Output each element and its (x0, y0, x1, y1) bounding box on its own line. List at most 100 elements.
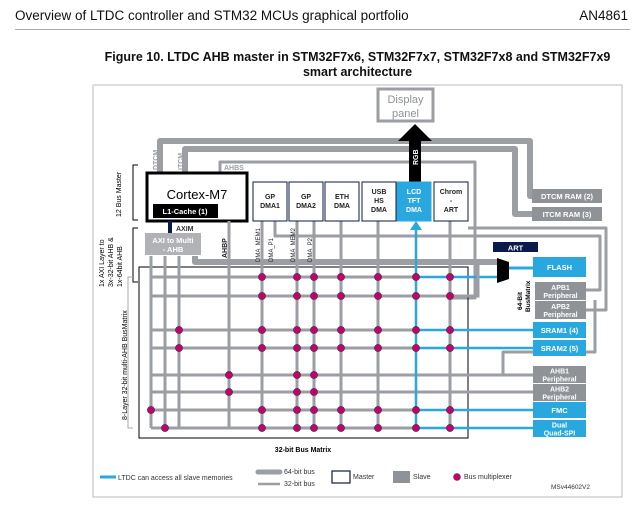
bus-multiplexer-dot (374, 273, 382, 281)
axi-layer-bracket (132, 227, 138, 283)
bus-multiplexer-dot (310, 371, 318, 379)
master-label: GP (301, 194, 311, 201)
bus-multiplexer-dot (293, 292, 301, 300)
master-label: LCD (407, 189, 421, 196)
l1-cache-box (153, 204, 218, 218)
bus-multiplexer-dot (337, 273, 345, 281)
bus-multiplexer-dot (412, 424, 420, 432)
legend-mux: Bus multiplexer (464, 474, 513, 481)
multi-ahb-label: 8-Layer 32-bit multi-AHB BusMatrix (122, 310, 129, 420)
figure-title-line2: smart architecture (302, 65, 413, 79)
bus-multiplexer-dot (258, 424, 266, 432)
bus-multiplexer-dot (258, 326, 266, 334)
bus-multiplexer-dot (258, 273, 266, 281)
bus-multiplexer-dot (310, 292, 318, 300)
flash-label: FLASH (547, 263, 572, 272)
sram1-box (533, 322, 586, 338)
apb2-peripheral-label: APB2 (551, 304, 570, 311)
section-title: Overview of LTDC controller and STM32 MC… (15, 8, 409, 23)
bus-multiplexer-dot (412, 292, 420, 300)
legend-ltdc: LTDC can access all slave memories (118, 475, 233, 482)
master-label: GP (265, 194, 275, 201)
top-buses (157, 138, 608, 377)
legend-32bit: 32-bit bus (284, 481, 315, 488)
flash-box (533, 257, 586, 277)
itcm-bus (182, 146, 533, 217)
bus-multiplexer-dot (225, 371, 233, 379)
ltdc-arrow-icon (410, 221, 422, 230)
bus-multiplexer-dot (293, 326, 301, 334)
master-label: DMA1 (260, 203, 280, 210)
bus-master-label: 12 Bus Master (116, 171, 123, 217)
ahb2-peripheral-box (533, 384, 586, 401)
bus-multiplexer-dot (337, 424, 345, 432)
bus-multiplexer-dot (310, 326, 318, 334)
legend: LTDC can access all slave memories 64-bi… (100, 469, 590, 491)
bus-multiplexer-dot (446, 292, 454, 300)
dual-quad-spi-label-2: Quad-SPI (544, 431, 576, 438)
dtcm-ram-label: DTCM RAM (2) (541, 192, 594, 201)
ahb64-bus (192, 256, 497, 265)
master-label: - (450, 198, 453, 205)
masters: GP DMA1 GP DMA2 ETH DMA USB HS DMA LCD TFT DMA Chrom… (252, 181, 469, 222)
display-label: Display (387, 94, 424, 106)
master-label: Chrom (440, 189, 463, 196)
dma-p1-label: DMA_P1 (269, 237, 275, 262)
bus-multiplexer-dot (446, 406, 454, 414)
bus-multiplexer-dot (147, 406, 155, 414)
dtcm-bus (157, 138, 533, 199)
bus-multiplexer-dot (412, 326, 420, 334)
legend-slave: Slave (413, 474, 431, 481)
ahb1-peripheral-label: AHB1 (550, 369, 569, 376)
bus-multiplexer-dot (337, 292, 345, 300)
axi-to-multi-ahb-box (145, 233, 201, 255)
bus-multiplexer-dot (337, 326, 345, 334)
axi-bridge-label: AXI to Multi (152, 236, 193, 245)
bus-multiplexer-dot (412, 273, 420, 281)
apb1-peripheral-label: APB1 (551, 285, 570, 292)
legend-master: Master (353, 474, 375, 481)
bus-multiplexer-dot (374, 326, 382, 334)
itcm-label: ITCM (178, 153, 185, 170)
bus-multiplexer-dot (293, 424, 301, 432)
busmatrix-64-label: 64-Bit (517, 291, 524, 310)
l1-cache-label: L1-Cache (1) (162, 207, 208, 216)
master-label: HS (374, 198, 384, 205)
master-box (433, 181, 469, 222)
axi-layer-label: 1x AXI Layer to (99, 239, 106, 287)
figure-ref-code: MSv44602V2 (551, 484, 590, 491)
figure-title: Figure 10. LTDC AHB master in STM32F7x6,… (104, 50, 611, 64)
multiplexer-icon (497, 258, 509, 283)
figure-frame (92, 84, 623, 498)
dtcm-ram-box (532, 189, 602, 203)
ahb1-peripheral-label-2: Peripheral (542, 377, 576, 384)
axi-layer-label-2: 3x-32-bit AHB & (108, 237, 115, 287)
bus-multiplexer-dot (374, 292, 382, 300)
sram2-box (533, 340, 586, 356)
art-box (493, 242, 538, 252)
ahb1-peripheral-box (533, 366, 586, 383)
master-label: DMA (334, 203, 350, 210)
dma-p2-label: DMA_P2 (308, 237, 314, 262)
bus-multiplexer-dot (293, 371, 301, 379)
fmc-label: FMC (551, 406, 568, 415)
master-box (252, 181, 288, 222)
master-label: DMA (371, 207, 387, 214)
sram1-label: SRAM1 (4) (541, 326, 579, 335)
ahbs-bus (218, 160, 477, 300)
itcm-ram-label: ITCM RAM (3) (543, 210, 592, 219)
header-rule (15, 29, 630, 30)
axi-layer-label-3: 1x-64bit AHB (117, 246, 124, 287)
display-label-2: panel (392, 108, 419, 120)
legend-64bit: 64-bit bus (284, 469, 315, 476)
bus-multiplexer-dot (225, 388, 233, 396)
legend-slave-swatch (393, 471, 410, 483)
master-box (361, 181, 397, 222)
dual-quad-spi-label: Dual (552, 423, 567, 430)
bus-multiplexer-dot (337, 344, 345, 352)
bus-matrix-32bit-frame (138, 266, 469, 439)
bus-multiplexer-dot (161, 424, 169, 432)
axi-bridge-label-2: - AHB (163, 245, 184, 254)
cpu-name: Cortex-M7 (167, 187, 228, 202)
